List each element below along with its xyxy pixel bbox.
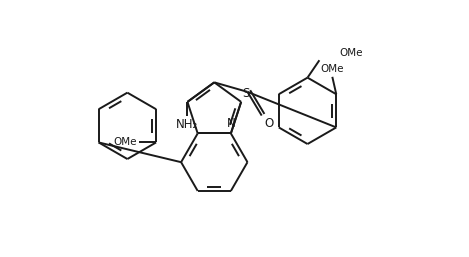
Text: O: O xyxy=(264,117,273,130)
Text: OMe: OMe xyxy=(113,137,137,148)
Text: NH₂: NH₂ xyxy=(176,118,198,131)
Text: S: S xyxy=(242,87,250,99)
Text: OMe: OMe xyxy=(339,48,363,58)
Text: OMe: OMe xyxy=(321,65,344,75)
Text: N: N xyxy=(227,117,235,130)
